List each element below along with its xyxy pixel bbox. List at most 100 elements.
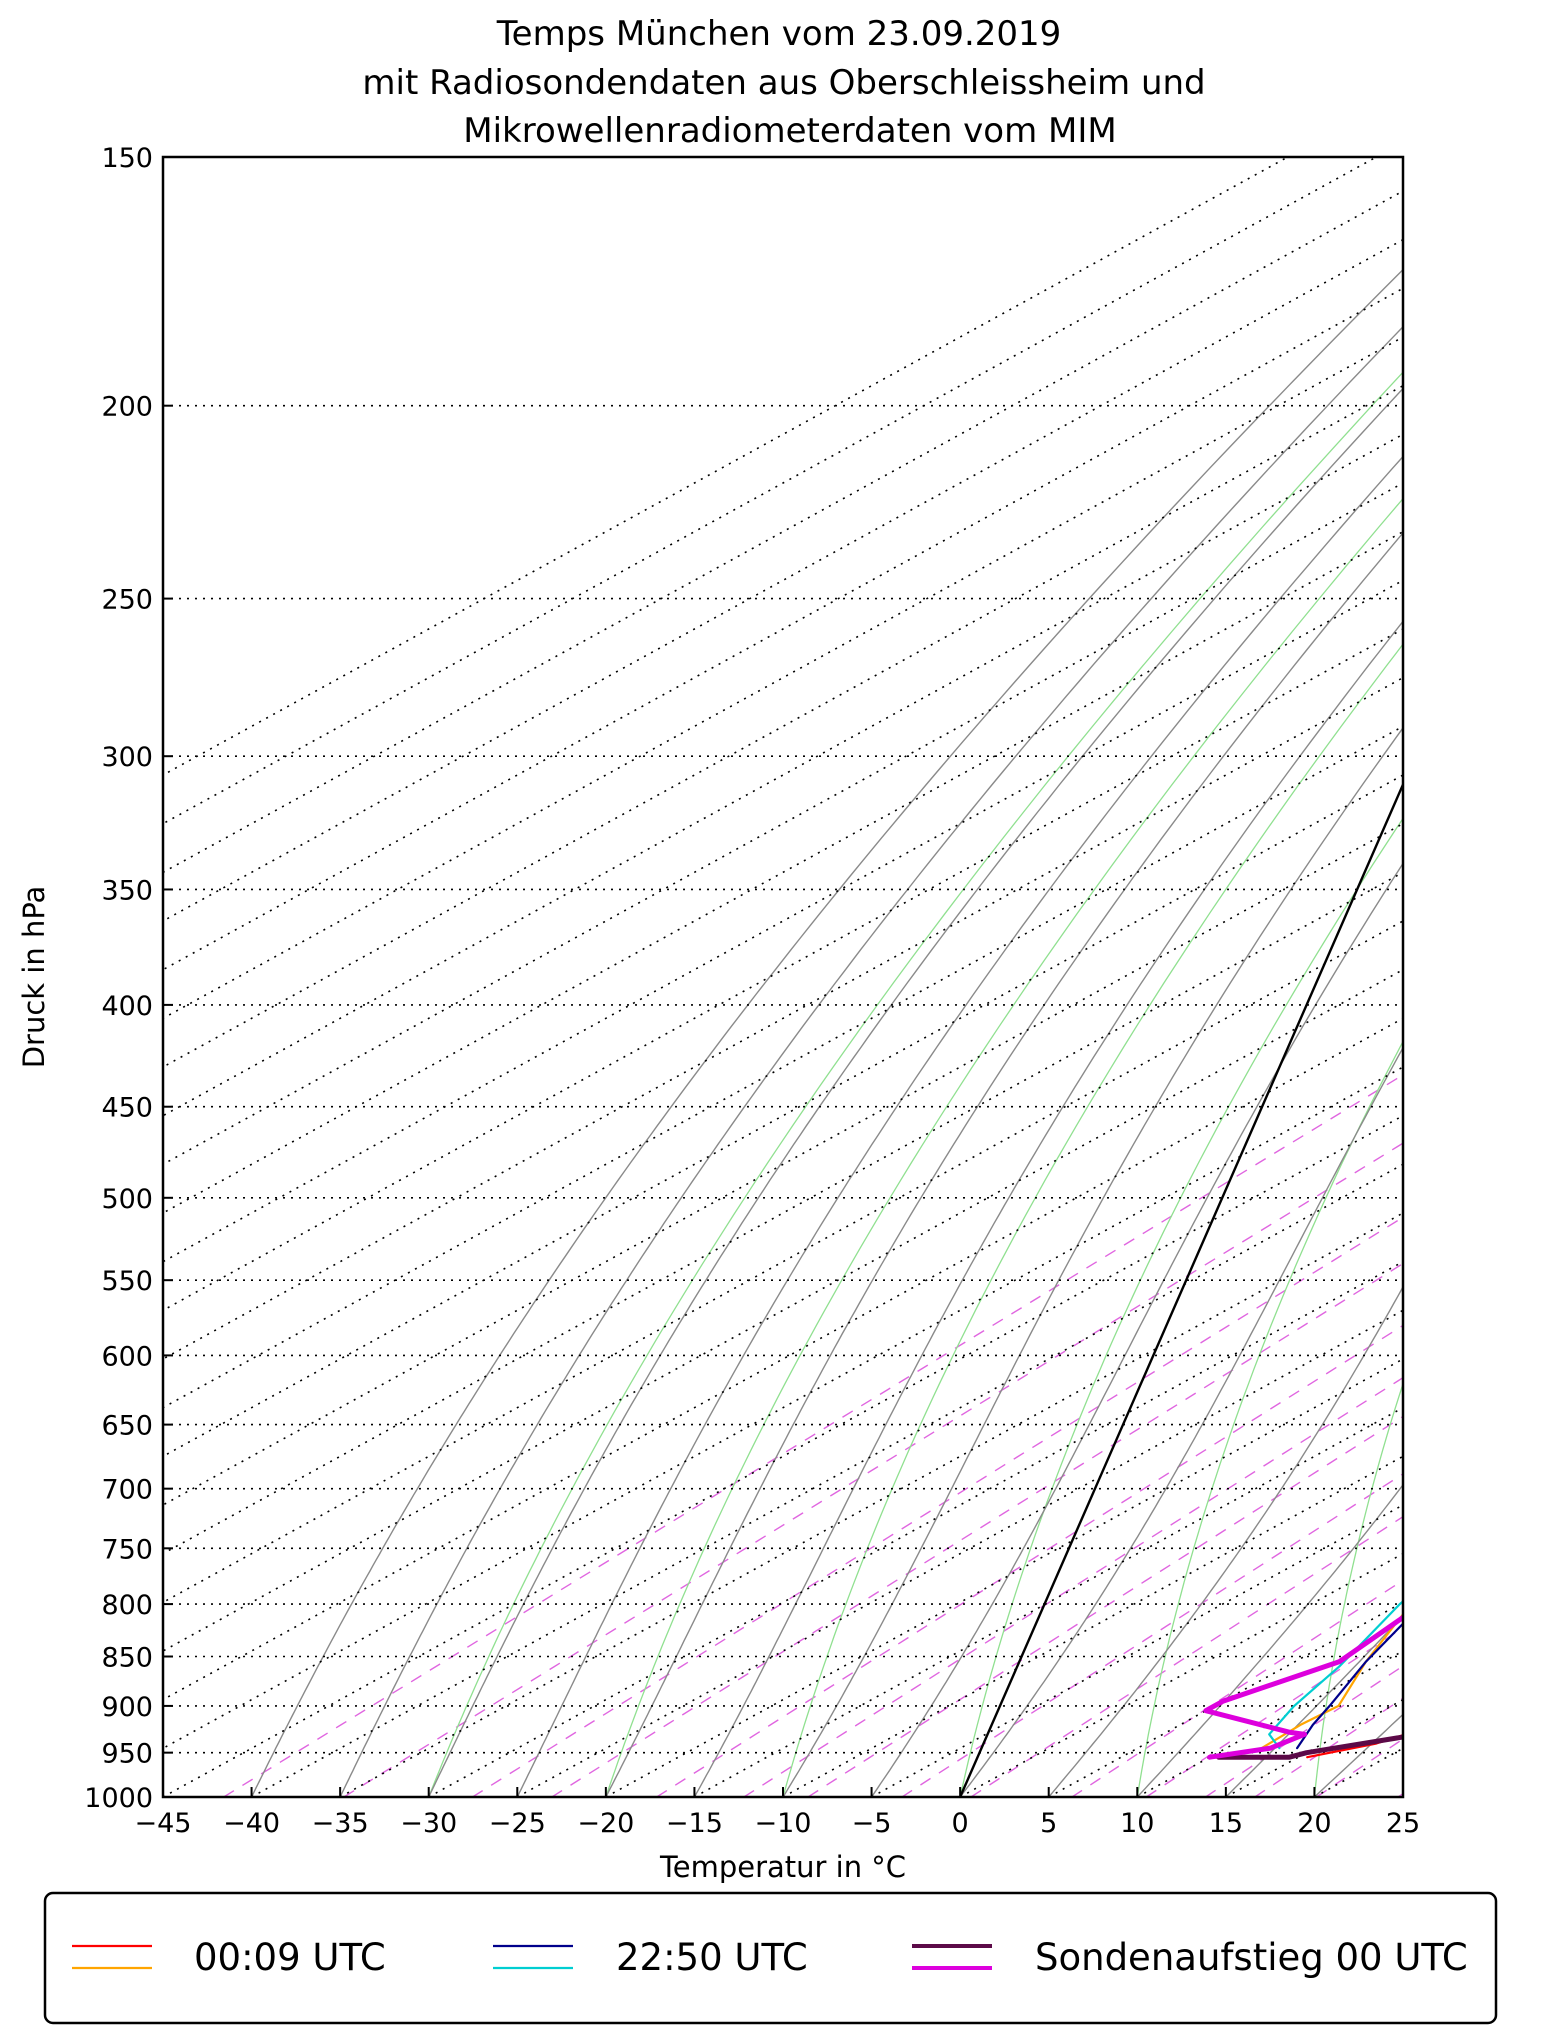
dry-adiabat — [428, 371, 1403, 1797]
series-lines — [1203, 1599, 1403, 1760]
x-tick-label: −40 — [223, 1808, 280, 1839]
legend-label: 00:09 UTC — [194, 1936, 386, 1979]
y-tick-label: 150 — [101, 143, 153, 174]
series-line — [1295, 1622, 1403, 1750]
isotherm — [1492, 157, 1542, 1797]
x-tick-label: 20 — [1297, 1808, 1331, 1839]
y-tick-label: 750 — [101, 1534, 153, 1565]
y-tick-label: 650 — [101, 1411, 153, 1442]
isotherm — [959, 1552, 1403, 1797]
dry-adiabat — [1492, 157, 1542, 1797]
x-tick-label: 10 — [1120, 1808, 1154, 1839]
y-tick-label: 200 — [101, 392, 153, 423]
mixing-ratio-line — [1254, 1697, 1403, 1797]
legend-entry: 22:50 UTC — [493, 1936, 808, 1979]
isotherm — [163, 871, 1403, 1555]
moist-adiabat — [693, 620, 1403, 1797]
title-line-1: Temps München vom 23.09.2019 — [496, 14, 1062, 54]
isotherm — [605, 1358, 1403, 1797]
mixing-ratio-line — [1071, 1579, 1403, 1797]
x-tick-label: 15 — [1209, 1808, 1243, 1839]
y-tick-label: 600 — [101, 1341, 153, 1372]
y-tick-label: 250 — [101, 585, 153, 616]
mixing-ratio-line — [1205, 1665, 1403, 1797]
moist-adiabat — [339, 325, 1403, 1797]
isotherm — [163, 157, 1289, 776]
moist-adiabat — [250, 268, 1403, 1797]
isotherm — [1048, 1601, 1403, 1797]
y-tick-label: 550 — [101, 1266, 153, 1297]
isotherm — [163, 190, 1403, 874]
moist-adiabat — [871, 862, 1403, 1797]
isotherm — [163, 968, 1403, 1652]
x-tick-label: −45 — [135, 1808, 192, 1839]
mixing-ratio-line — [551, 1262, 1403, 1797]
isotherm — [1136, 1650, 1403, 1797]
mixing-ratio-line — [1145, 1626, 1403, 1797]
moist-adiabat — [1048, 1285, 1403, 1797]
legend-box — [43, 1891, 1498, 2025]
isotherm — [1314, 1747, 1403, 1797]
isotherm — [1225, 1698, 1403, 1797]
x-axis: −45 −40 −35 −30 −25 −20 −15 −10 −5 0 5 10 15 20 25 — [135, 1787, 1420, 1839]
legend-label: 22:50 UTC — [616, 1936, 808, 1979]
isotherm — [163, 384, 1403, 1068]
dry-adiabat — [959, 817, 1403, 1797]
mixing-ratio-line — [223, 1074, 1403, 1797]
y-tick-label: 400 — [101, 991, 153, 1022]
y-axis: 150 200 250 300 350 400 450 500 550 600 650 700 750 8… — [84, 143, 173, 1814]
moist-adiabat — [428, 387, 1403, 1797]
x-axis-label: Temperatur in °C — [659, 1850, 906, 1884]
moist-adiabat — [782, 726, 1403, 1797]
mixing-ratio-line — [807, 1415, 1403, 1797]
dry-adiabat — [605, 497, 1403, 1797]
isotherm — [339, 1212, 1403, 1797]
isotherm — [163, 920, 1403, 1604]
dry-adiabat — [1136, 1040, 1403, 1797]
series-line — [1260, 1612, 1403, 1750]
series-line — [1306, 1733, 1403, 1759]
isotherm — [1402, 1796, 1403, 1797]
isotherm — [163, 530, 1403, 1214]
isotherm — [163, 336, 1403, 1020]
y-tick-label: 450 — [101, 1093, 153, 1124]
mixing-ratio-line — [743, 1376, 1403, 1797]
x-tick-label: −15 — [666, 1808, 723, 1839]
mixing-ratio-line — [1517, 406, 1542, 1797]
mixing-ratio-line — [1463, 406, 1542, 1797]
mixing-ratio-line — [343, 1142, 1403, 1797]
dry-adiabat — [1313, 1381, 1403, 1797]
isotherm — [163, 1114, 1403, 1797]
moist-adiabat — [1136, 1483, 1403, 1797]
y-tick-label: 300 — [101, 742, 153, 773]
moist-adiabat — [1225, 1614, 1403, 1797]
isotherm — [871, 1504, 1403, 1797]
chart-title: Temps München vom 23.09.2019 mit Radioso… — [362, 14, 1205, 151]
isotherm — [782, 1455, 1403, 1797]
x-tick-label: 0 — [952, 1808, 969, 1839]
x-tick-label: −35 — [312, 1808, 369, 1839]
mixing-ratio-line — [901, 1473, 1403, 1797]
isotherm — [163, 482, 1403, 1166]
isotherm — [163, 579, 1403, 1263]
legend-entry: Sondenaufstieg 00 UTC — [912, 1936, 1468, 1979]
x-tick-label: 5 — [1040, 1808, 1057, 1839]
moist-adiabat — [1492, 157, 1542, 1797]
y-tick-label: 900 — [101, 1692, 153, 1723]
dry-adiabat — [782, 643, 1403, 1797]
isotherm — [163, 676, 1403, 1360]
legend-entry: 00:09 UTC — [72, 1936, 386, 1979]
series-line — [1203, 1614, 1403, 1760]
y-tick-label: 500 — [101, 1184, 153, 1215]
y-tick-label: 700 — [101, 1475, 153, 1506]
isotherm — [163, 725, 1403, 1409]
y-tick-label: 950 — [101, 1739, 153, 1770]
plot-frame — [161, 155, 1405, 1799]
mixing-ratio-line — [1397, 1792, 1403, 1797]
legend-label: Sondenaufstieg 00 UTC — [1035, 1936, 1468, 1979]
isotherm — [163, 238, 1403, 922]
isotherm — [163, 1066, 1403, 1750]
mixing-ratio-line — [656, 1324, 1403, 1797]
pressure-gridlines — [163, 404, 1403, 1754]
